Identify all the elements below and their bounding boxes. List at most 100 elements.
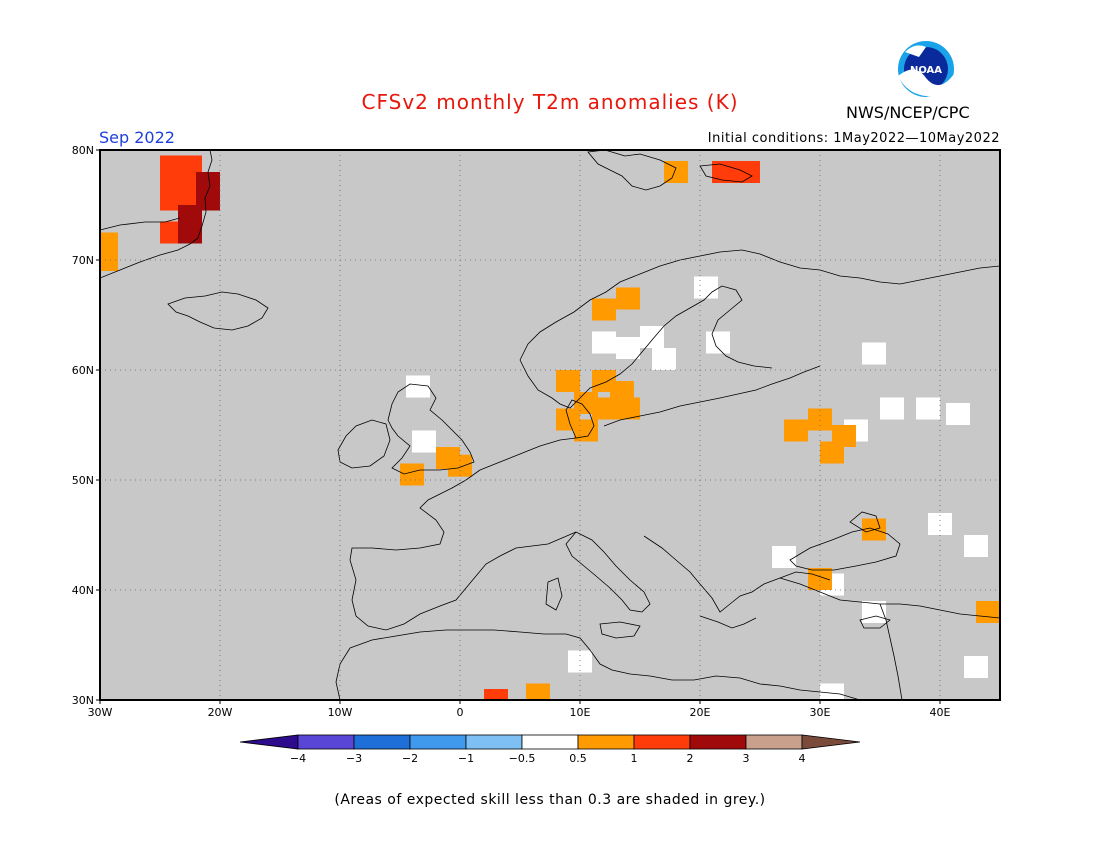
neutral-cell (916, 397, 940, 420)
longitude-labels: 30W 20W 10W 0 10E 20E 30E 40E (88, 706, 951, 719)
neutral-cell (880, 397, 904, 420)
anomaly-cell (976, 601, 1000, 623)
lat-label: 70N (72, 254, 94, 267)
coastlines (100, 150, 1000, 700)
anomaly-cell (592, 397, 616, 420)
neutral-cell (820, 573, 844, 596)
lat-label: 40N (72, 584, 94, 597)
anomaly-cell (736, 161, 760, 183)
forecast-period: Sep 2022 (99, 128, 175, 147)
anomaly-cell (808, 408, 832, 431)
anomaly-cell (400, 463, 424, 486)
lon-label: 20E (690, 706, 711, 719)
neutral-cell (964, 656, 988, 678)
lon-label: 30W (88, 706, 113, 719)
anomaly-cell (196, 188, 220, 211)
lon-label: 20W (208, 706, 233, 719)
colorbar-swatch (465, 734, 523, 750)
anomaly-cell (862, 518, 886, 541)
colorbar-swatch (297, 734, 355, 750)
colorbar-swatch (633, 734, 691, 750)
map-background (100, 150, 1000, 700)
lon-label: 10E (570, 706, 591, 719)
neutral-cell (694, 276, 718, 299)
anomaly-cell (196, 172, 220, 194)
anomaly-cell (178, 221, 202, 244)
lon-label: 30E (810, 706, 831, 719)
lon-label: 10W (328, 706, 353, 719)
neutral-cell (862, 342, 886, 365)
neutral-cell (772, 546, 796, 568)
latitude-labels: 80N 70N 60N 50N 40N 30N (72, 144, 94, 707)
colorbar-swatch (689, 734, 747, 750)
colorbar-tick-label: 1 (631, 752, 638, 765)
colorbar-arrow-low (239, 734, 299, 750)
colorbar-tick-label: 3 (743, 752, 750, 765)
map-frame (99, 149, 1001, 701)
anomaly-cell (526, 683, 550, 700)
anomaly-cell (100, 232, 118, 255)
anomaly-cell (610, 381, 634, 403)
anomaly-cell (616, 397, 640, 420)
colorbar-tick-label: 4 (799, 752, 806, 765)
neutral-cell (640, 326, 664, 348)
lat-label: 30N (72, 694, 94, 707)
anomaly-cell (820, 441, 844, 464)
lat-label: 50N (72, 474, 94, 487)
colorbar-tick-label: −0.5 (509, 752, 536, 765)
anomaly-cell (664, 161, 688, 183)
neutral-cell (844, 419, 868, 442)
anomaly-cell (160, 172, 184, 194)
lon-label: 0 (457, 706, 464, 719)
neutral-cell (946, 403, 970, 425)
anomaly-cell (712, 161, 736, 183)
anomaly-cell (484, 689, 508, 700)
anomaly-cell (592, 298, 616, 321)
neutral-cell (706, 331, 730, 354)
colorbar-tick-label: −4 (290, 752, 306, 765)
anomaly-cell (178, 205, 202, 227)
anomaly-cell (178, 155, 202, 178)
anomaly-cell (436, 447, 460, 469)
colorbar-arrow-high (801, 734, 861, 750)
anomaly-cell (100, 249, 118, 271)
colorbar-swatch (745, 734, 803, 750)
anomaly-cell (178, 188, 202, 211)
neutral-cell (592, 331, 616, 354)
anomaly-cell (178, 172, 202, 194)
neutral-cell (964, 535, 988, 557)
anomaly-cell (616, 287, 640, 310)
colorbar-swatch (577, 734, 635, 750)
anomaly-cell (556, 370, 580, 392)
chart-title: CFSv2 monthly T2m anomalies (K) (361, 90, 739, 114)
colorbar-tick-label: −3 (346, 752, 362, 765)
anomaly-cell (784, 419, 808, 442)
anomaly-cell (808, 568, 832, 590)
anomaly-cell (160, 188, 184, 211)
anomaly-cell (160, 221, 184, 244)
map-gridlines (96, 149, 1000, 704)
colorbar-swatch (353, 734, 411, 750)
colorbar-tick-label: −1 (458, 752, 474, 765)
colorbar-swatch (521, 734, 579, 750)
lat-label: 60N (72, 364, 94, 377)
neutral-cell (652, 348, 676, 370)
anomaly-cell (592, 370, 616, 392)
colorbar-swatch (409, 734, 467, 750)
neutral-cell (406, 375, 430, 398)
colorbar-tick-label: −2 (402, 752, 418, 765)
anomaly-cell (160, 155, 184, 178)
colorbar: −4 −3 −2 −1 −0.5 0.5 1 2 3 4 (239, 734, 861, 765)
noaa-logo-icon: NOAA (898, 41, 954, 97)
neutral-cell (928, 513, 952, 535)
anomaly-cell (556, 408, 580, 431)
agency-label: NWS/NCEP/CPC (846, 103, 970, 122)
colorbar-tick-label: 2 (687, 752, 694, 765)
lon-label: 40E (930, 706, 951, 719)
anomaly-cell (574, 419, 598, 442)
anomaly-cell (448, 454, 472, 477)
anomaly-cell (574, 392, 598, 414)
footnote: (Areas of expected skill less than 0.3 a… (334, 792, 766, 808)
logo-text: NOAA (910, 65, 942, 76)
neutral-cell (616, 337, 640, 359)
